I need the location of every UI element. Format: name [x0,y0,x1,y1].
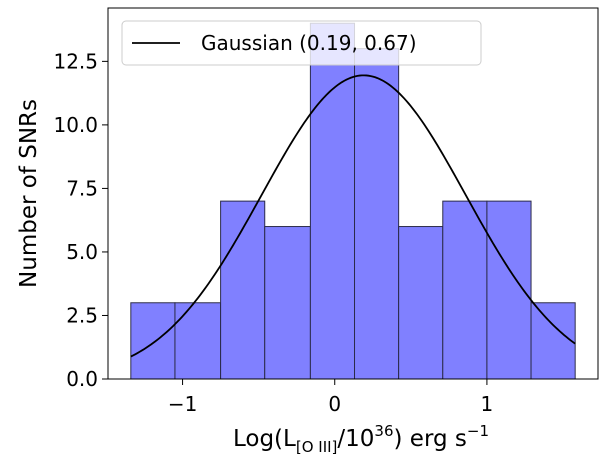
y-tick-label: 12.5 [53,49,98,73]
gaussian-curve [130,74,576,358]
x-tick-label: −1 [168,392,197,416]
histogram-bar [530,302,576,380]
histogram-bar [130,302,176,380]
y-tick-label: 7.5 [66,176,98,200]
y-axis-label: Number of SNRs [16,99,42,288]
plot-frame [107,7,599,380]
y-tick-label: 0.0 [66,367,98,391]
histogram-bar [398,226,444,380]
y-tick-label: 2.5 [66,303,98,327]
legend: Gaussian (0.19, 0.67) [121,20,482,66]
legend-box [121,20,482,66]
legend-label: Gaussian (0.19, 0.67) [201,31,417,55]
y-axis-ticks: 0.0 2.5 5.0 7.5 10.0 12.5 [53,49,108,391]
x-tick-label: 1 [481,392,494,416]
histogram-bar [220,200,266,380]
histogram-bar [354,48,400,380]
histogram-bar [264,226,311,380]
x-axis-label: Log(L[O III]/1036) erg s−1 [233,422,489,456]
x-tick-label: 0 [328,392,341,416]
x-axis-ticks: −1 0 1 [168,379,493,416]
y-tick-label: 5.0 [66,240,98,264]
histogram-bar [174,302,222,380]
histogram-bars [130,22,576,380]
y-tick-label: 10.0 [53,113,98,137]
histogram-bar [309,22,356,380]
histogram-bar [442,200,488,380]
